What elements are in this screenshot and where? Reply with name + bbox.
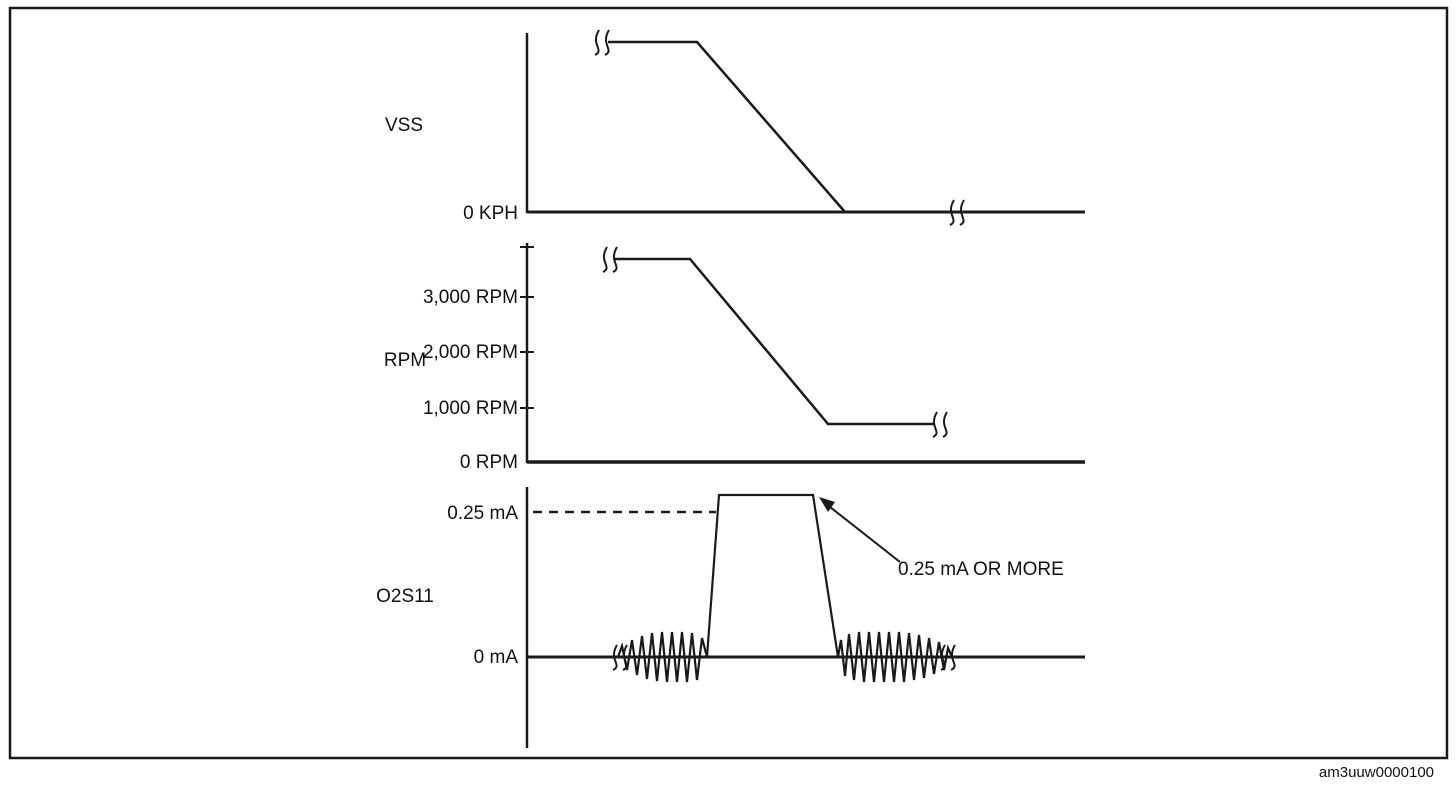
rpm-tick-label-1000: 1,000 RPM bbox=[423, 398, 518, 419]
rpm-tick-label-2000: 2,000 RPM bbox=[423, 342, 518, 363]
rpm-tick-label-0: 0 RPM bbox=[460, 452, 518, 473]
o2s11-threshold-tick-label: 0.25 mA bbox=[447, 503, 518, 524]
rpm-signal-trace bbox=[615, 257, 935, 426]
o2s11-zero-tick-label: 0 mA bbox=[474, 647, 519, 668]
rpm-tick-label-3000: 3,000 RPM bbox=[423, 287, 518, 308]
figure-code: am3uuw0000100 bbox=[1319, 764, 1434, 781]
axis-break-icon bbox=[932, 411, 948, 438]
o2s11-annotation-text: 0.25 mA OR MORE bbox=[898, 559, 1064, 580]
o2s11-plot-label: O2S11 bbox=[376, 586, 434, 607]
annotation-arrowhead-icon bbox=[819, 497, 835, 512]
vss-signal-trace bbox=[608, 40, 846, 213]
vss-zero-tick-label: 0 KPH bbox=[463, 203, 518, 224]
axis-break-icon bbox=[602, 246, 618, 273]
vss-plot-label: VSS bbox=[385, 115, 423, 136]
annotation-arrow-line bbox=[829, 506, 901, 563]
o2s11-plot: O2S11 0.25 mA 0 mA 0.25 mA OR MORE bbox=[376, 487, 1085, 748]
o2s11-signal-trace bbox=[616, 493, 954, 683]
rpm-plot-label: RPM bbox=[384, 350, 426, 371]
rpm-plot: RPM 3,000 RPM 2,000 RPM 1,000 RPM 0 RPM bbox=[384, 243, 1085, 473]
vss-plot: VSS 0 KPH bbox=[385, 29, 1085, 226]
figure-border bbox=[8, 6, 1449, 760]
axis-break-icon bbox=[594, 29, 610, 56]
